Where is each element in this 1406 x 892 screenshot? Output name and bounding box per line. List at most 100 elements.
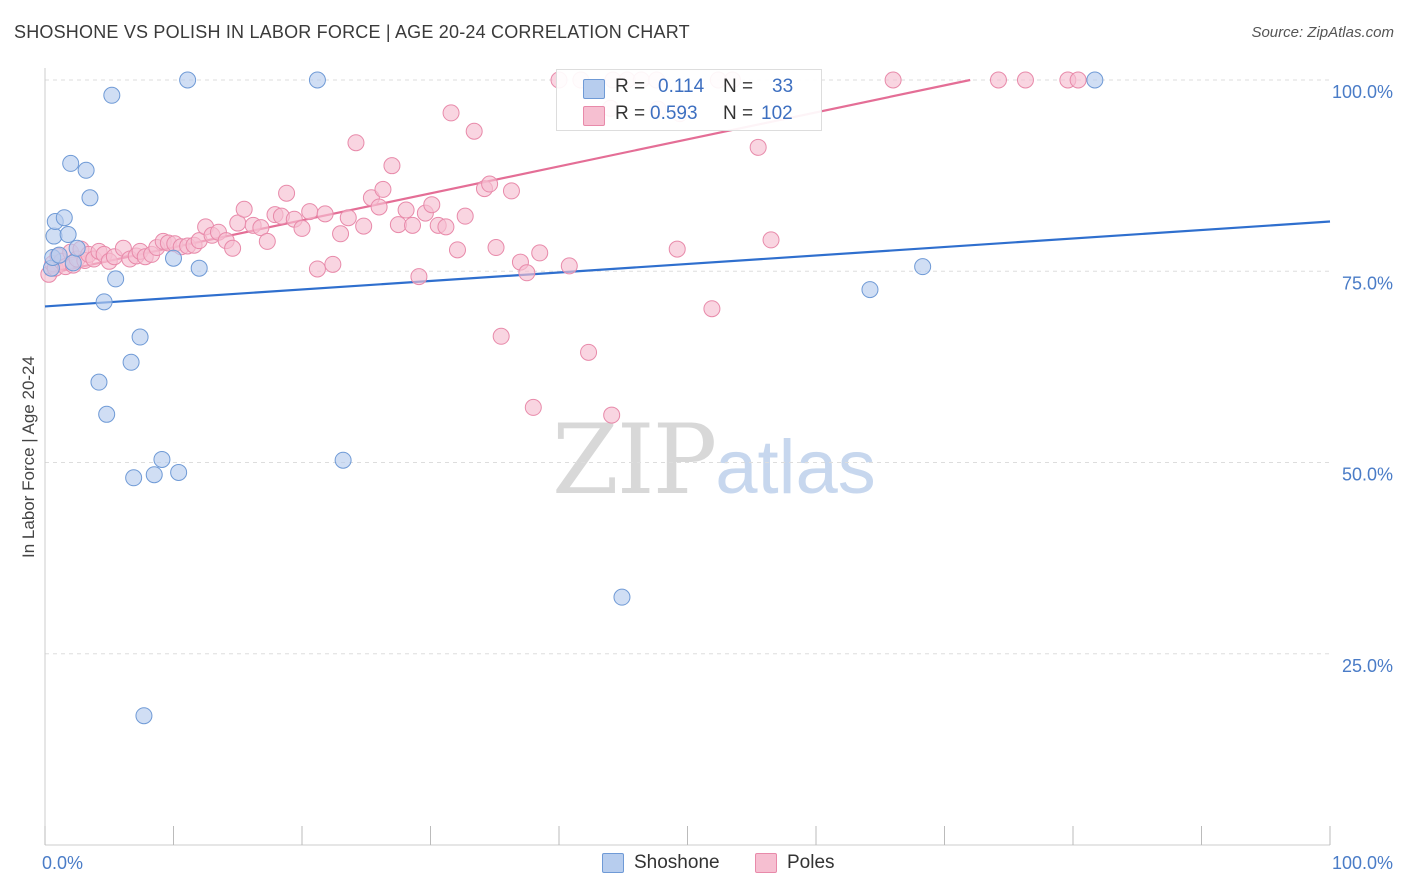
tick-labels: 25.0% 50.0% 75.0% 100.0% 0.0% 100.0% bbox=[42, 82, 1393, 873]
shoshone-swatch bbox=[583, 79, 605, 99]
shoshone-point bbox=[861, 281, 879, 299]
poles-point bbox=[383, 157, 401, 175]
shoshone-trend-line bbox=[44, 220, 1331, 308]
poles-point bbox=[703, 300, 721, 318]
zipatlas-watermark: ZIPatlas bbox=[552, 404, 876, 516]
poles-point bbox=[324, 255, 342, 273]
shoshone-point bbox=[179, 71, 197, 89]
poles-point bbox=[404, 216, 422, 234]
r-label: R = bbox=[615, 76, 646, 97]
r-value: 0.593 bbox=[650, 103, 698, 124]
data-points bbox=[40, 71, 1104, 725]
poles-point bbox=[437, 218, 455, 236]
shoshone-point bbox=[68, 239, 86, 257]
poles-point bbox=[410, 268, 428, 286]
axes bbox=[44, 68, 1331, 846]
shoshone-point bbox=[190, 259, 208, 277]
poles-point bbox=[374, 180, 392, 198]
shoshone-point bbox=[145, 466, 163, 484]
shoshone-point bbox=[90, 373, 108, 391]
legend-swatch-poles bbox=[755, 853, 777, 873]
poles-point bbox=[502, 182, 520, 200]
poles-point bbox=[492, 327, 510, 345]
stats-row-poles: R = 0.593 N = 102 bbox=[557, 103, 821, 131]
x-tick-label: 100.0% bbox=[1332, 853, 1393, 873]
poles-point bbox=[762, 231, 780, 249]
poles-point bbox=[278, 184, 296, 202]
shoshone-point bbox=[613, 588, 631, 606]
poles-point bbox=[481, 175, 499, 193]
y-tick-label: 100.0% bbox=[1332, 82, 1393, 102]
poles-point bbox=[560, 257, 578, 275]
watermark-atlas: atlas bbox=[715, 425, 876, 510]
n-label: N = bbox=[723, 76, 754, 97]
grid-lines bbox=[45, 79, 1330, 655]
shoshone-point bbox=[45, 227, 63, 245]
chart-title: SHOSHONE VS POLISH IN LABOR FORCE | AGE … bbox=[14, 22, 690, 42]
poles-point bbox=[370, 198, 388, 216]
poles-point bbox=[1069, 71, 1087, 89]
legend-label-shoshone: Shoshone bbox=[634, 852, 720, 873]
poles-point bbox=[448, 241, 466, 259]
poles-point bbox=[603, 406, 621, 424]
poles-point bbox=[355, 217, 373, 235]
r-value: 0.114 bbox=[658, 76, 705, 97]
shoshone-point bbox=[135, 707, 153, 725]
y-tick-label: 25.0% bbox=[1342, 656, 1393, 676]
poles-swatch bbox=[583, 106, 605, 126]
poles-point bbox=[668, 240, 686, 258]
legend-label-poles: Poles bbox=[787, 852, 835, 873]
poles-point bbox=[389, 216, 407, 234]
poles-point bbox=[465, 122, 483, 140]
poles-point bbox=[989, 71, 1007, 89]
shoshone-point bbox=[55, 209, 73, 227]
shoshone-point bbox=[107, 270, 125, 288]
shoshone-point bbox=[334, 451, 352, 469]
poles-point bbox=[524, 398, 542, 416]
legend-item-shoshone[interactable]: Shoshone bbox=[602, 850, 742, 878]
legend-swatch-shoshone bbox=[602, 853, 624, 873]
shoshone-point bbox=[914, 258, 932, 276]
poles-point bbox=[487, 239, 505, 257]
n-value: 33 bbox=[772, 76, 794, 97]
poles-point bbox=[258, 232, 276, 250]
y-axis-label: In Labor Force | Age 20-24 bbox=[19, 356, 38, 558]
shoshone-point bbox=[59, 226, 77, 244]
poles-point bbox=[293, 219, 311, 237]
source-credit: Source: ZipAtlas.com bbox=[1251, 24, 1394, 41]
poles-point bbox=[580, 343, 598, 361]
stats-row-shoshone: R = 0.114 N = 33 bbox=[557, 76, 821, 104]
correlation-stats-box: R = 0.114 N = 33 R = 0.593 N = 102 bbox=[556, 69, 822, 131]
shoshone-point bbox=[81, 189, 99, 207]
poles-point bbox=[531, 244, 549, 262]
legend-item-poles[interactable]: Poles bbox=[755, 850, 855, 878]
shoshone-point bbox=[165, 249, 182, 267]
watermark-zip: ZIP bbox=[552, 404, 717, 516]
poles-point bbox=[224, 239, 242, 257]
poles-point bbox=[252, 219, 270, 237]
n-label: N = bbox=[723, 103, 754, 124]
shoshone-point bbox=[122, 353, 140, 371]
poles-point bbox=[316, 205, 334, 223]
shoshone-point bbox=[170, 463, 188, 481]
poles-point bbox=[1016, 71, 1034, 89]
shoshone-point bbox=[1086, 71, 1104, 89]
shoshone-point bbox=[153, 450, 171, 468]
y-tick-label: 50.0% bbox=[1342, 465, 1393, 485]
poles-point bbox=[397, 201, 415, 219]
poles-point bbox=[339, 209, 357, 227]
shoshone-point bbox=[50, 246, 68, 264]
poles-point bbox=[442, 104, 460, 122]
n-value: 102 bbox=[761, 103, 793, 124]
poles-point bbox=[235, 200, 253, 218]
poles-point bbox=[308, 260, 326, 278]
shoshone-point bbox=[95, 293, 113, 311]
shoshone-point bbox=[131, 328, 149, 346]
poles-point bbox=[301, 203, 319, 221]
r-label: R = bbox=[615, 103, 646, 124]
shoshone-point bbox=[77, 161, 95, 179]
shoshone-point bbox=[308, 71, 326, 89]
poles-point bbox=[518, 264, 536, 282]
shoshone-point bbox=[64, 254, 82, 272]
